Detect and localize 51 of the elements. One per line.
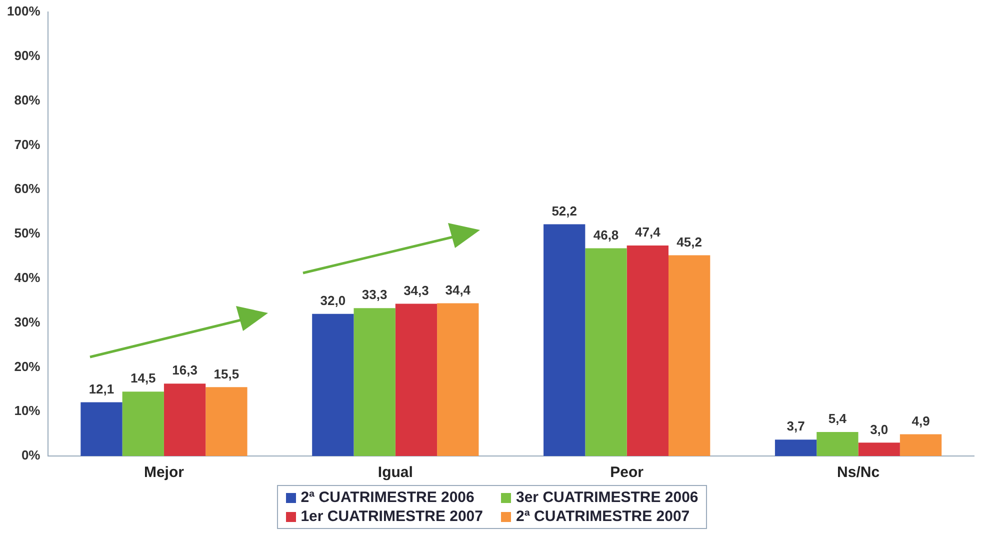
y-tick-label: 0% [21, 448, 41, 463]
bar [206, 387, 248, 456]
data-label: 46,8 [593, 227, 619, 242]
data-label: 34,4 [445, 282, 472, 298]
data-label: 14,5 [130, 370, 156, 386]
bar [585, 248, 627, 456]
data-label: 45,2 [676, 234, 702, 250]
y-tick-label: 80% [14, 92, 41, 108]
data-label: 5,4 [828, 411, 848, 426]
data-label: 4,9 [912, 413, 930, 428]
data-label: 34,3 [404, 282, 429, 298]
y-tick-label: 100% [7, 4, 41, 19]
y-tick-label: 30% [14, 314, 41, 330]
bar [122, 392, 164, 456]
bar [900, 434, 942, 456]
bar [858, 442, 900, 456]
bar [816, 432, 858, 456]
legend-label: 2ª CUATRIMESTRE 2006 [300, 489, 474, 506]
data-label: 15,5 [214, 366, 240, 382]
bar [544, 224, 586, 456]
x-tick-label: Igual [378, 464, 413, 482]
y-tick-label: 50% [14, 226, 41, 241]
bar [395, 304, 438, 456]
x-tick-label: Ns/Nc [837, 464, 880, 482]
bar [164, 384, 206, 456]
bar [626, 246, 668, 456]
y-tick-label: 40% [14, 270, 41, 285]
bar [354, 308, 396, 456]
x-tick-label: Mejor [144, 464, 184, 482]
x-tick-label: Peor [610, 464, 644, 482]
y-tick-label: 60% [14, 181, 41, 196]
bar [80, 402, 122, 456]
data-label: 3,7 [786, 418, 805, 434]
y-tick-label: 20% [14, 358, 41, 374]
data-label: 33,3 [362, 287, 388, 302]
bar [774, 440, 817, 456]
data-label: 12,1 [88, 381, 114, 396]
data-label: 3,0 [870, 422, 888, 437]
data-label: 16,3 [172, 362, 198, 378]
data-label: 52,2 [552, 203, 578, 218]
bar [437, 303, 479, 456]
y-tick-label: 90% [14, 48, 41, 63]
legend-label: 2ª CUATRIMESTRE 2007 [516, 508, 690, 525]
legend-label: 1er CUATRIMESTRE 2007 [300, 508, 483, 525]
legend-label: 3er CUATRIMESTRE 2006 [516, 489, 698, 506]
y-tick-label: 70% [14, 136, 41, 152]
y-tick-label: 10% [14, 403, 41, 418]
bar [312, 314, 354, 456]
bar [668, 255, 710, 456]
data-label: 32,0 [320, 293, 346, 308]
data-label: 47,4 [635, 224, 662, 240]
